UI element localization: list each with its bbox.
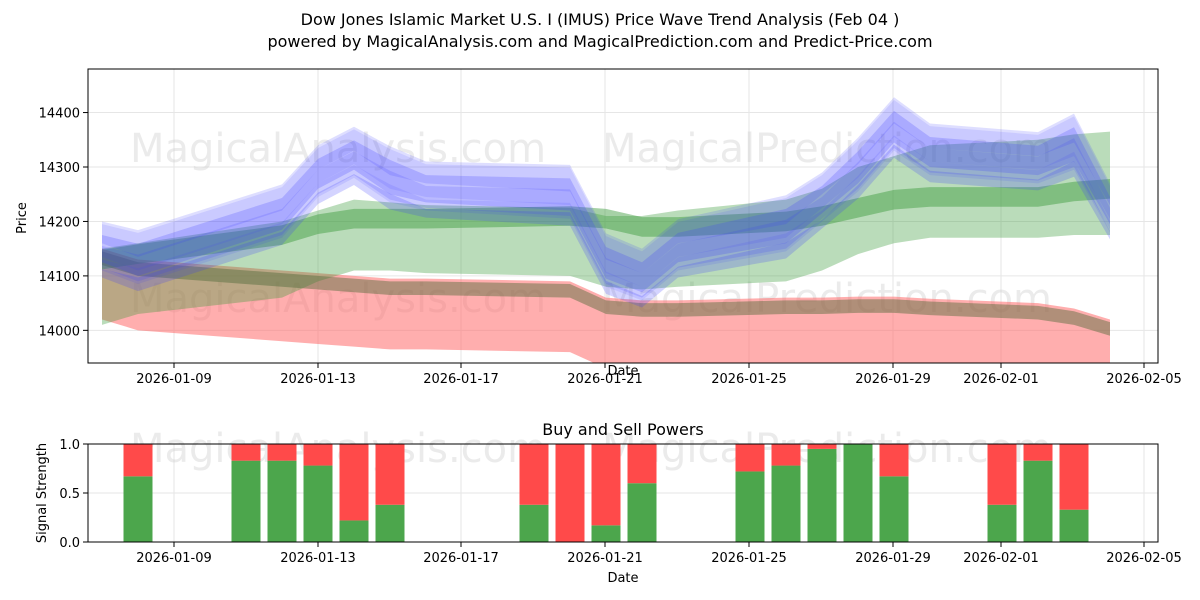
buy-bar (591, 525, 621, 542)
buy-bar (735, 471, 765, 542)
bottom-x-tick-label: 2026-01-25 (711, 551, 787, 566)
buy-bar (339, 520, 369, 542)
sell-bar (1059, 444, 1089, 510)
top-x-tick-label: 2026-02-01 (963, 372, 1039, 387)
top-x-tick-label: 2026-01-09 (136, 372, 212, 387)
buy-bar (843, 444, 873, 542)
bottom-x-tick-label: 2026-02-05 (1106, 551, 1182, 566)
sell-bar (267, 444, 297, 461)
green-mid-band (102, 178, 1110, 270)
sell-bar (987, 444, 1017, 505)
bottom-x-tick-label: 2026-01-17 (423, 551, 499, 566)
blue-wave-band (102, 121, 1110, 298)
red-band (102, 248, 1110, 363)
top-x-axis-label: Date (607, 364, 638, 379)
sell-bar (231, 444, 261, 461)
green-wide-band (102, 131, 1110, 325)
sell-bar (555, 444, 585, 542)
chart-title-line1: Dow Jones Islamic Market U.S. I (IMUS) P… (301, 10, 900, 29)
bottom-y-tick-label: 0.5 (59, 487, 80, 502)
price-wave-chart: MagicalAnalysis.com MagicalPrediction.com… (39, 68, 1182, 387)
top-axes-frame (87, 68, 1159, 364)
sell-bar (735, 444, 765, 472)
bottom-x-tick-label: 2026-01-21 (567, 551, 643, 566)
buy-bar (267, 460, 297, 542)
sell-bar (627, 444, 657, 484)
bottom-x-tick-label: 2026-02-01 (963, 551, 1039, 566)
blue-wave-band (102, 110, 1110, 293)
buy-sell-power-chart: MagicalAnalysis.comMagicalPrediction.com… (59, 426, 1181, 566)
bottom-x-tick-label: 2026-01-13 (280, 551, 356, 566)
bottom-y-axis-label: Signal Strength (35, 443, 50, 543)
bottom-y-tick-label: 0.0 (59, 536, 80, 551)
top-y-tick-label: 14300 (39, 161, 80, 176)
buy-bar (771, 465, 801, 542)
top-x-tick-label: 2026-02-05 (1106, 372, 1182, 387)
buy-bar (627, 483, 657, 542)
buy-bar (519, 504, 549, 542)
blue-wave-band (102, 97, 1110, 274)
top-x-tick-label: 2026-01-25 (711, 372, 787, 387)
buy-bar (987, 504, 1017, 542)
buy-bar (879, 476, 909, 542)
buy-bar (807, 448, 837, 542)
bottom-x-tick-label: 2026-01-09 (136, 551, 212, 566)
bottom-chart-title: Buy and Sell Powers (542, 420, 704, 439)
bottom-x-tick-label: 2026-01-29 (855, 551, 931, 566)
chart-title-line2: powered by MagicalAnalysis.com and Magic… (267, 32, 932, 51)
sell-bar (519, 444, 549, 505)
top-x-tick-label: 2026-01-21 (567, 372, 643, 387)
sell-bar (375, 444, 405, 505)
buy-bar (375, 504, 405, 542)
sell-bar (303, 444, 333, 466)
top-x-tick-label: 2026-01-17 (423, 372, 499, 387)
top-y-tick-label: 14100 (39, 270, 80, 285)
sell-bar (1023, 444, 1053, 461)
buy-bar (303, 465, 333, 542)
watermark-text: MagicalPrediction.com (602, 126, 1052, 172)
top-x-tick-label: 2026-01-29 (855, 372, 931, 387)
blue-wave-band (102, 144, 1110, 308)
blue-wave-band (102, 100, 1110, 287)
sell-bar (123, 444, 153, 477)
sell-bar (879, 444, 909, 477)
top-x-tick-label: 2026-01-13 (280, 372, 356, 387)
buy-bar (1059, 509, 1089, 542)
sell-bar (591, 444, 621, 526)
blue-wave-band (102, 135, 1110, 301)
sell-bar (339, 444, 369, 521)
top-plot-area: MagicalAnalysis.com MagicalPrediction.com… (102, 97, 1110, 363)
sell-bar (771, 444, 801, 466)
top-y-axis-label: Price (15, 202, 30, 234)
bottom-x-axis-label: Date (607, 571, 638, 586)
watermark-text: MagicalAnalysis.com (130, 426, 546, 472)
watermark-text: MagicalAnalysis.com (130, 126, 546, 172)
buy-bar (231, 460, 261, 542)
top-y-tick-label: 14200 (39, 215, 80, 230)
sell-bar (807, 444, 837, 449)
top-y-tick-label: 14400 (39, 107, 80, 122)
bottom-y-tick-label: 1.0 (59, 438, 80, 453)
buy-bar (123, 476, 153, 542)
buy-bar (1023, 460, 1053, 542)
top-y-tick-label: 14000 (39, 324, 80, 339)
